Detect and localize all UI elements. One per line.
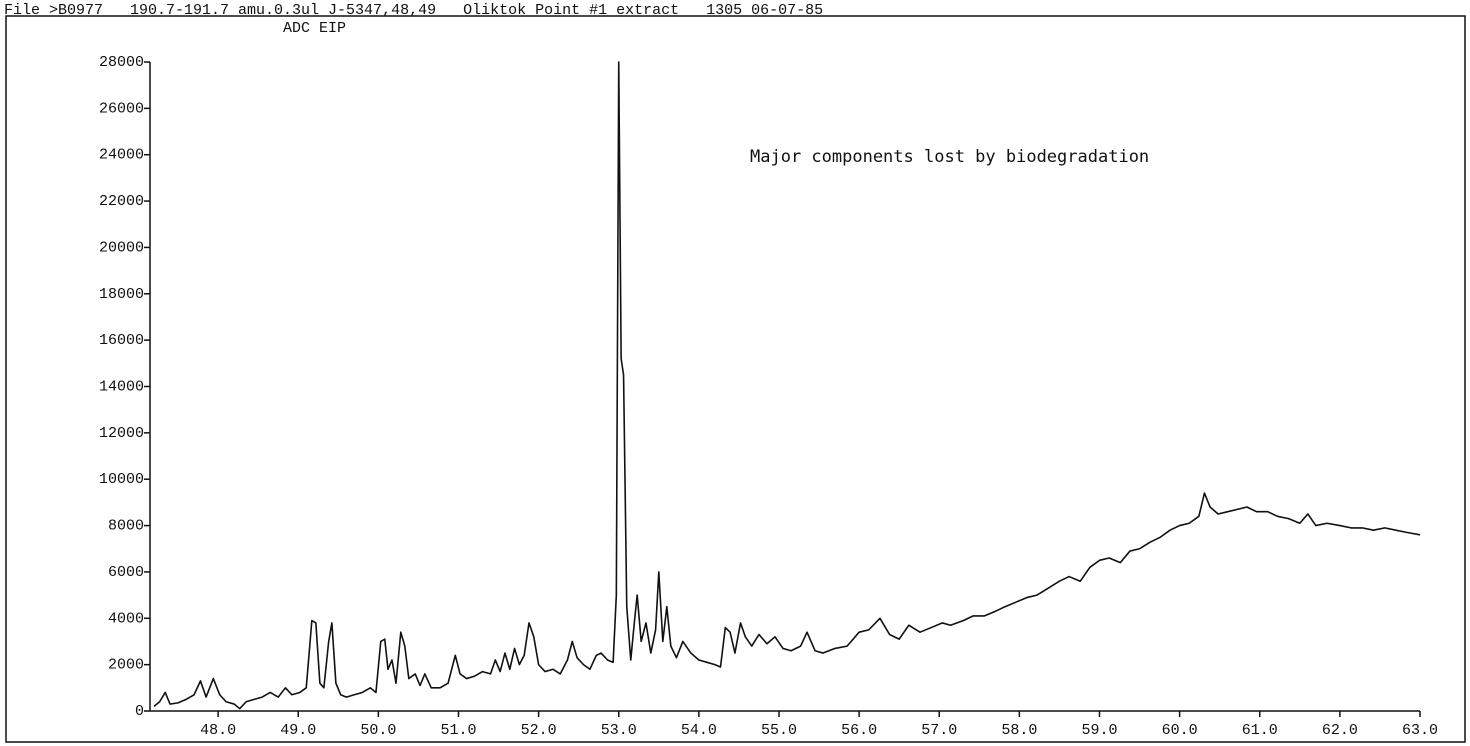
y-tick-label: 16000 xyxy=(99,332,144,349)
x-tick-label: 50.0 xyxy=(360,722,396,739)
x-tick-label: 49.0 xyxy=(280,722,316,739)
y-tick-label: 4000 xyxy=(108,610,144,627)
y-tick-label: 20000 xyxy=(99,239,144,256)
x-tick-label: 56.0 xyxy=(841,722,877,739)
y-tick-label: 18000 xyxy=(99,286,144,303)
x-tick-label: 60.0 xyxy=(1162,722,1198,739)
x-tick-label: 62.0 xyxy=(1322,722,1358,739)
chart-subtitle: ADC EIP xyxy=(283,20,346,37)
x-tick-label: 51.0 xyxy=(440,722,476,739)
y-tick-label: 0 xyxy=(135,703,144,720)
x-tick-label: 52.0 xyxy=(521,722,557,739)
x-tick-label: 57.0 xyxy=(921,722,957,739)
x-tick-label: 58.0 xyxy=(1001,722,1037,739)
frame xyxy=(5,15,1466,743)
x-tick-label: 48.0 xyxy=(200,722,236,739)
y-tick-label: 12000 xyxy=(99,425,144,442)
y-tick-label: 28000 xyxy=(99,54,144,71)
x-tick-label: 54.0 xyxy=(681,722,717,739)
y-tick-label: 2000 xyxy=(108,657,144,674)
y-tick-label: 26000 xyxy=(99,100,144,117)
signal-line xyxy=(153,61,1421,710)
x-tick-label: 53.0 xyxy=(601,722,637,739)
x-tick-label: 61.0 xyxy=(1242,722,1278,739)
chart-title: File >B0977 190.7-191.7 amu.0.3ul J-5347… xyxy=(4,2,823,19)
y-tick-label: 24000 xyxy=(99,147,144,164)
x-tick-label: 63.0 xyxy=(1402,722,1438,739)
y-tick-label: 14000 xyxy=(99,378,144,395)
y-tick-label: 8000 xyxy=(108,518,144,535)
annotation: Major components lost by biodegradation xyxy=(750,147,1149,167)
x-tick-label: 55.0 xyxy=(761,722,797,739)
y-tick-label: 6000 xyxy=(108,564,144,581)
x-tick-label: 59.0 xyxy=(1081,722,1117,739)
y-tick-label: 22000 xyxy=(99,193,144,210)
y-tick-label: 10000 xyxy=(99,471,144,488)
